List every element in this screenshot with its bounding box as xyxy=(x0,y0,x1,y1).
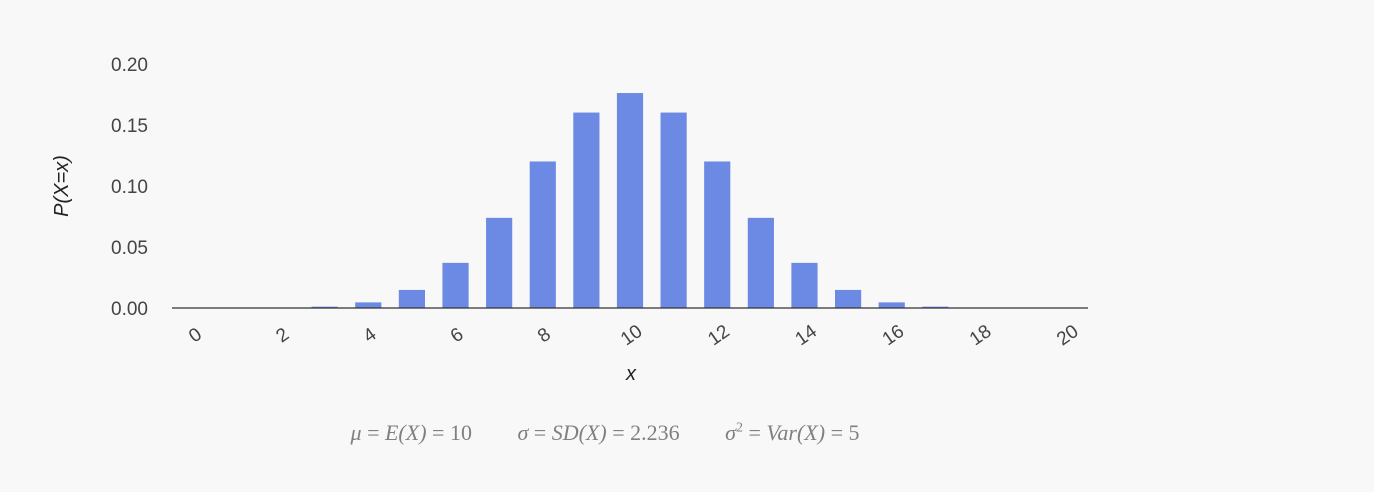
x-axis-label: x xyxy=(625,363,637,385)
bar-x-6 xyxy=(442,262,469,308)
mean-expression: E(X) xyxy=(384,420,427,445)
variance-expression: Var(X) xyxy=(766,420,826,445)
y-tick-label: 0.00 xyxy=(111,299,148,320)
x-tick-label: 10 xyxy=(617,321,646,350)
bar-x-5 xyxy=(398,289,425,308)
y-tick-label: 0.15 xyxy=(111,116,148,137)
sd-symbol: σ xyxy=(517,420,529,445)
x-tick-label: 0 xyxy=(185,324,206,347)
x-tick-label: 20 xyxy=(1053,321,1082,350)
bar-x-16 xyxy=(878,302,905,308)
bar-x-8 xyxy=(529,161,556,308)
y-tick-label: 0.10 xyxy=(111,177,148,198)
mean-symbol: μ xyxy=(350,420,362,445)
x-tick-label: 16 xyxy=(879,321,908,350)
bar-x-7 xyxy=(486,217,513,308)
bar-x-12 xyxy=(704,161,731,308)
bar-x-15 xyxy=(835,289,862,308)
bar-x-13 xyxy=(747,217,774,308)
x-tick-label: 14 xyxy=(792,321,822,351)
x-tick-label: 4 xyxy=(360,324,381,348)
sd-value: 2.236 xyxy=(630,420,680,445)
variance-stat: σ2 = Var(X) = 5 xyxy=(725,420,860,445)
mean-stat: μ = E(X) = 10 xyxy=(350,420,472,445)
y-axis-label: P(X=x) xyxy=(51,155,73,217)
bar-x-9 xyxy=(573,112,600,308)
sd-stat: σ = SD(X) = 2.236 xyxy=(517,420,680,445)
bar-x-3 xyxy=(311,306,338,308)
mean-value: 10 xyxy=(449,420,472,445)
bar-x-11 xyxy=(660,112,687,308)
statistics-summary: μ = E(X) = 10 σ = SD(X) = 2.236 σ2 = Var… xyxy=(0,420,1210,446)
bar-x-17 xyxy=(922,306,949,308)
bar-x-10 xyxy=(616,93,644,308)
sd-expression: SD(X) xyxy=(551,420,607,445)
x-tick-label: 8 xyxy=(534,324,555,347)
bar-chart: 0.00 0.05 0.10 0.15 0.20 0 2 4 6 8 10 12 14 16 18 20 x P(… xyxy=(51,55,1088,385)
x-tick-label: 6 xyxy=(447,324,468,347)
y-tick-label: 0.05 xyxy=(111,238,148,259)
bar-x-4 xyxy=(355,302,382,308)
variance-symbol: σ xyxy=(725,420,736,445)
y-tick-label: 0.20 xyxy=(111,55,148,76)
bar-x-14 xyxy=(791,262,818,308)
x-tick-label: 18 xyxy=(966,321,995,350)
x-tick-label: 12 xyxy=(704,321,733,350)
x-tick-label: 2 xyxy=(272,324,293,347)
variance-value: 5 xyxy=(848,420,860,445)
variance-exponent: 2 xyxy=(735,420,743,436)
